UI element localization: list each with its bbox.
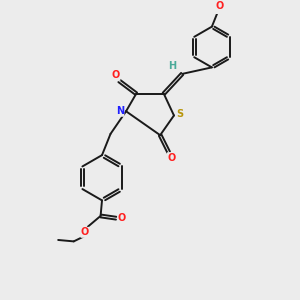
Text: S: S (177, 109, 184, 119)
Text: O: O (81, 227, 89, 237)
Text: H: H (168, 61, 176, 71)
Text: O: O (216, 1, 224, 11)
Text: O: O (167, 153, 175, 163)
Text: O: O (118, 213, 126, 223)
Text: N: N (116, 106, 124, 116)
Text: O: O (112, 70, 120, 80)
